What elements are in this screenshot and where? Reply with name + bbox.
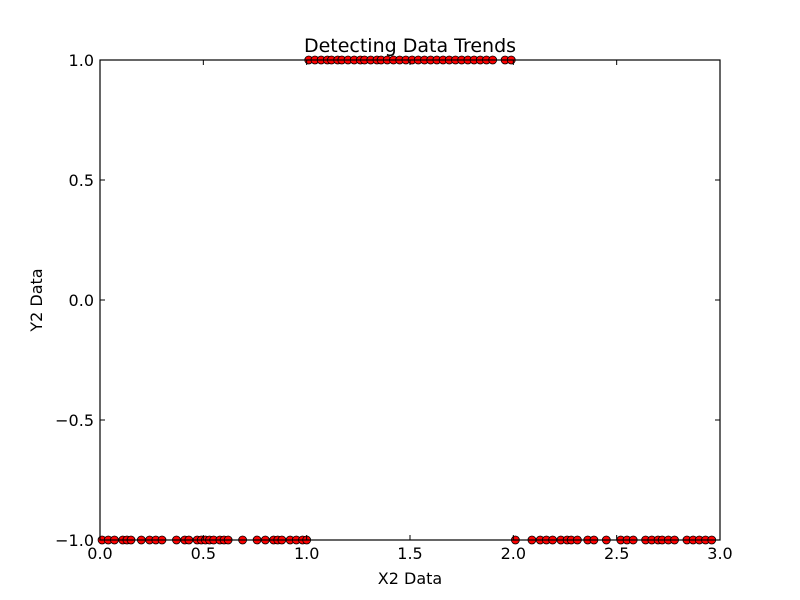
y-tick-label: 1.0 <box>69 51 94 70</box>
chart-title: Detecting Data Trends <box>304 35 516 57</box>
x-tick-label: 1.5 <box>397 544 422 563</box>
x-tick-label: 0.5 <box>191 544 216 563</box>
y-tick-label: 0.5 <box>69 171 94 190</box>
y-tick-label: 0.0 <box>69 291 94 310</box>
y-tick-label: −0.5 <box>55 411 94 430</box>
x-tick-label: 2.5 <box>604 544 629 563</box>
x-tick-label: 1.0 <box>294 544 319 563</box>
plot-area <box>100 60 720 540</box>
y-tick-label: −1.0 <box>55 531 94 550</box>
y-axis-label: Y2 Data <box>27 268 46 332</box>
ticks-layer: 0.0 0.5 1.0 1.5 2.0 2.5 3.0 −1.0 −0.5 0.0 0.5 1.0 <box>55 51 733 563</box>
x-tick-label: 0.0 <box>87 544 112 563</box>
x-tick-label: 3.0 <box>707 544 732 563</box>
plot-frame <box>99 59 721 541</box>
x-axis-label: X2 Data <box>378 569 442 588</box>
x-tick-label: 2.0 <box>501 544 526 563</box>
